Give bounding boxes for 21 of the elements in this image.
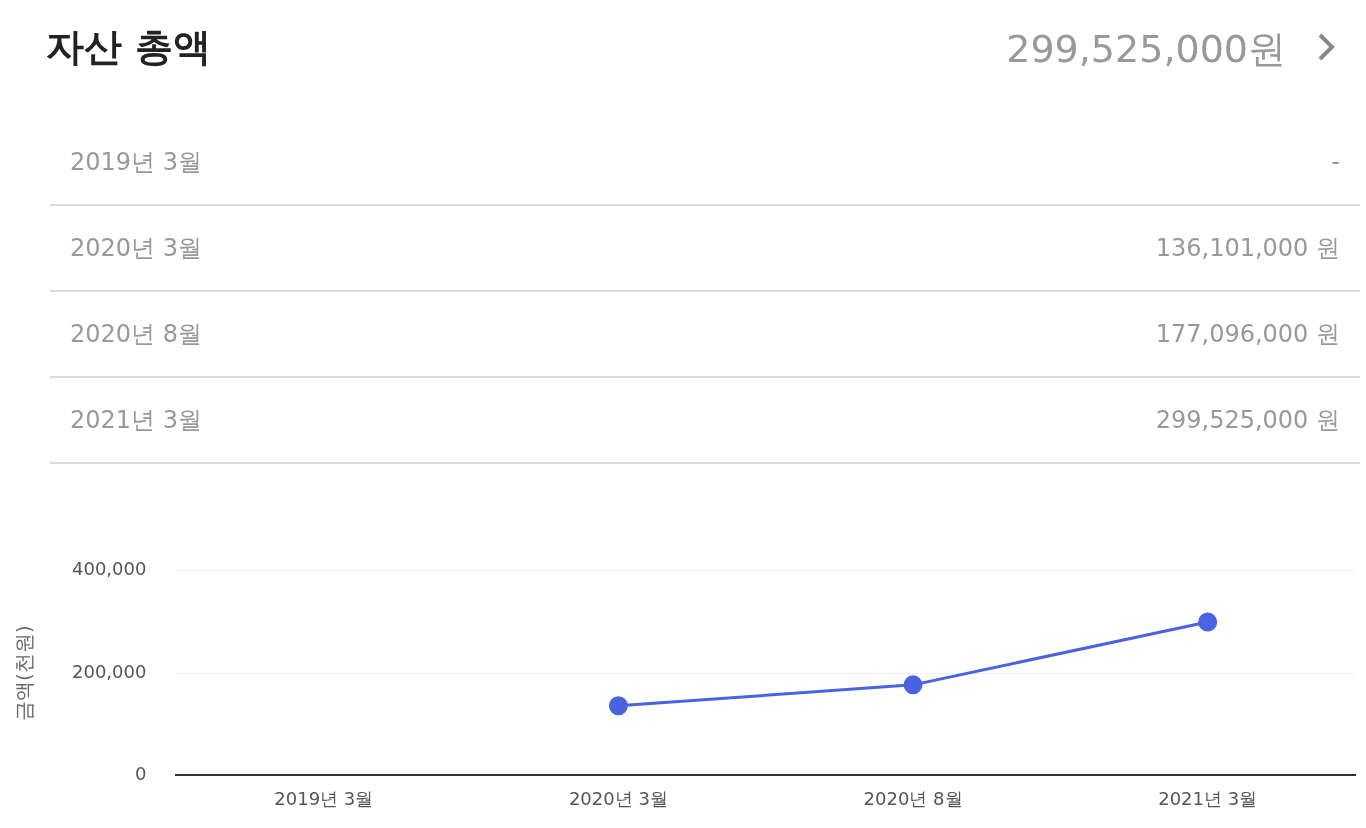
- y-tick-label: 200,000: [72, 660, 147, 682]
- text: 2021년 3월: [70, 405, 202, 436]
- x-tick-label: 2020년 3월: [568, 787, 668, 809]
- text: 2020년 8월: [70, 319, 202, 350]
- text: 299,525,000원: [1006, 26, 1286, 73]
- text: -: [1331, 148, 1340, 176]
- y-tick-label: 400,000: [72, 558, 147, 580]
- x-tick-label: 2021년 3월: [1158, 787, 1258, 809]
- x-tick-label: 2020년 8월: [863, 787, 963, 809]
- text: 2020년 3월: [70, 233, 202, 264]
- y-tick-label: 0: [134, 763, 147, 785]
- text: 299,525,000 원: [1155, 405, 1340, 436]
- x-tick-label: 2019년 3월: [274, 787, 374, 809]
- text: 177,096,000 원: [1155, 319, 1340, 350]
- point: [903, 675, 923, 695]
- text: 2019년 3월: [70, 147, 202, 178]
- y-axis-title: 금액(천원): [12, 625, 37, 721]
- point: [1198, 612, 1218, 632]
- text: 136,101,000 원: [1155, 233, 1340, 264]
- text: 자산 총액: [46, 24, 212, 71]
- point: [608, 696, 628, 716]
